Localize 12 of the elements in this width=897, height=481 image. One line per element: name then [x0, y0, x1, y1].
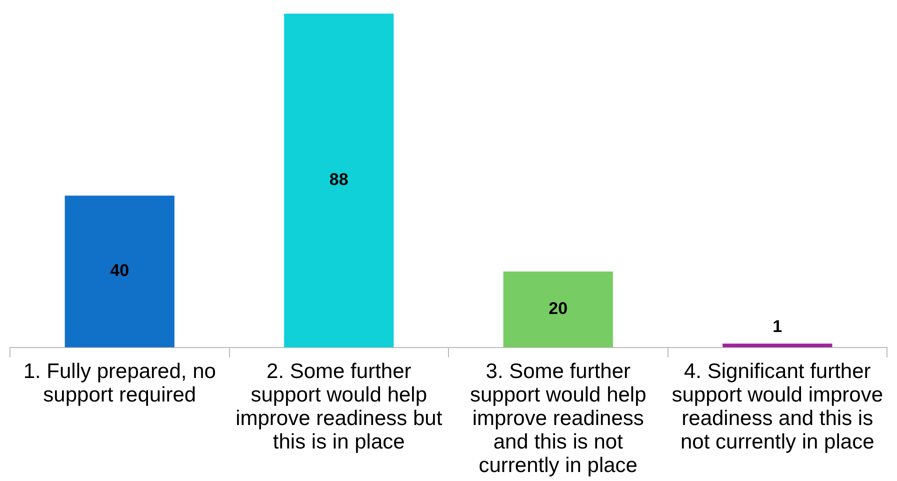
bar — [284, 14, 394, 348]
bar — [503, 272, 613, 348]
data-label: 40 — [110, 261, 130, 280]
x-tick-label: 4. Significant further support would improve readiness and this is not currently in place — [672, 360, 884, 454]
x-tick-label: 2. Some further support would help improve readiness but this is in place — [236, 360, 442, 454]
x-tick-label: 3. Some further support would help improve readiness and this is not currently in place — [470, 360, 646, 478]
data-label: 1 — [772, 316, 782, 336]
x-tick-label: 1. Fully prepared, no support required — [23, 360, 216, 406]
data-label: 20 — [548, 299, 568, 318]
bar — [64, 196, 174, 348]
data-label: 88 — [329, 170, 348, 190]
bar — [722, 344, 832, 348]
